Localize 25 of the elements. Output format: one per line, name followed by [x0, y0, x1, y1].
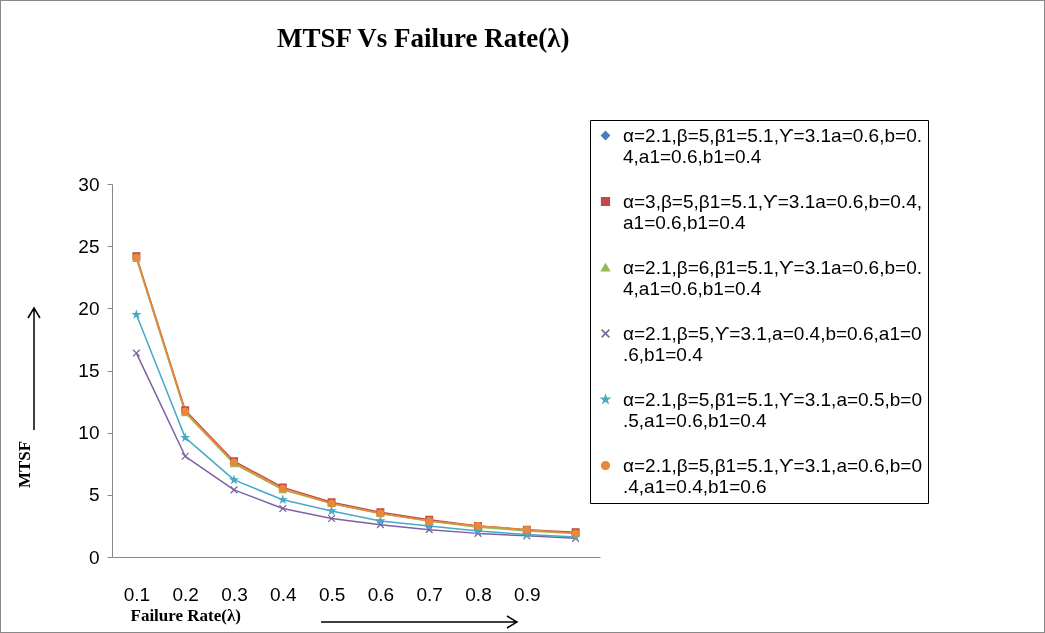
x-tick-label: 0.4 — [270, 583, 297, 605]
y-axis-title: MTSF — [14, 440, 34, 489]
y-tick-label: 30 — [78, 173, 100, 195]
legend-label: α=3,β=5,β1=5.1,ϒ=3.1a=0.6,b=0.4,a1=0.6,b1=0.4 — [623, 190, 922, 233]
x-tick-label: 0.3 — [221, 583, 248, 605]
y-tick-label: 15 — [78, 360, 100, 381]
y-tick-label: 25 — [78, 235, 100, 257]
legend-label: α=2.1,β=5,ϒ=3.1,a=0.4,b=0.6,a1=0.6,b1=0.4 — [623, 322, 922, 365]
x-tick-label: 0.1 — [123, 583, 151, 605]
legend-label: α=2.1,β=6,β1=5.1,ϒ=3.1a=0.6,b=0.4,a1=0.6,b1=0.4 — [623, 256, 922, 299]
x-axis-title: Failure Rate(λ) — [130, 605, 241, 625]
chart-title: MTSF Vs Failure Rate(λ) — [277, 23, 570, 54]
x-tick-label: 0.8 — [465, 583, 492, 605]
x-tick-label: 0.9 — [514, 583, 541, 605]
x-tick-label: 0.6 — [367, 583, 395, 605]
y-tick-label: 20 — [78, 297, 100, 319]
y-tick-label: 10 — [78, 422, 100, 444]
y-tick-label: 5 — [88, 484, 100, 506]
legend-label: α=2.1,β=5,β1=5.1,ϒ=3.1a=0.6,b=0.4,a1=0.6,b1=0.4 — [623, 124, 922, 167]
x-tick-label: 0.7 — [416, 583, 443, 605]
x-tick-label: 0.2 — [172, 583, 199, 605]
x-tick-label: 0.5 — [318, 583, 346, 605]
legend-label: α=2.1,β=5,β1=5.1,ϒ=3.1,a=0.6,b=0.4,a1=0.4,b1=0.6 — [623, 454, 922, 497]
y-tick-label: 0 — [88, 546, 100, 568]
legend-label: α=2.1,β=5,β1=5.1,ϒ=3.1,a=0.5,b=0.5,a1=0.6,b1=0.4 — [623, 388, 922, 431]
